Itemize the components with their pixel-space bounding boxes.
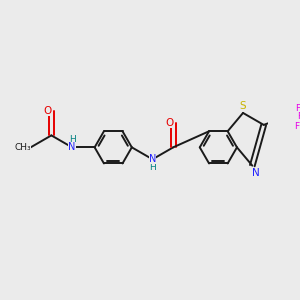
Text: N: N xyxy=(68,142,76,152)
Text: CH₃: CH₃ xyxy=(14,143,31,152)
Text: H: H xyxy=(69,135,75,144)
Text: F: F xyxy=(296,104,300,113)
Text: F: F xyxy=(297,112,300,121)
Text: O: O xyxy=(165,118,173,128)
Text: H: H xyxy=(149,163,156,172)
Text: S: S xyxy=(240,101,246,111)
Text: N: N xyxy=(149,154,156,164)
Text: N: N xyxy=(252,168,260,178)
Text: F: F xyxy=(294,122,299,130)
Text: O: O xyxy=(43,106,52,116)
